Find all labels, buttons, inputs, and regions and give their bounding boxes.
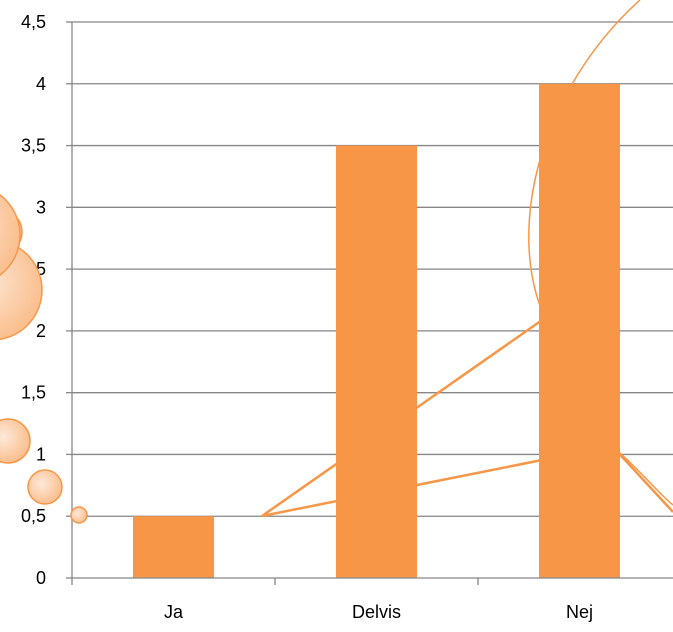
- x-tick-label: Ja: [164, 602, 184, 622]
- bubble-decoration: [0, 194, 21, 276]
- y-tick-label: 0: [36, 568, 46, 588]
- y-tick-label: 3,5: [21, 136, 46, 156]
- x-tick-label: Delvis: [352, 602, 401, 622]
- y-tick-label: 2: [36, 321, 46, 341]
- y-tick-label: 3: [36, 197, 46, 217]
- y-tick-label: 4,5: [21, 12, 46, 32]
- y-tick-label: 4: [36, 74, 46, 94]
- arc-decoration: [611, 445, 673, 506]
- x-tick-labels: Ja Delvis Nej: [164, 602, 593, 622]
- y-tick-label: 1,5: [21, 383, 46, 403]
- y-tick-label: 0,5: [21, 506, 46, 526]
- bar-ja: [133, 516, 214, 578]
- bubble-decoration: [27, 469, 63, 505]
- y-tick-label: 1: [36, 444, 46, 464]
- axes: [66, 21, 673, 585]
- bars: [133, 83, 620, 579]
- decorative-shapes: [0, 0, 673, 524]
- x-tick-label: Nej: [566, 602, 593, 622]
- arc-decoration: [528, 0, 641, 319]
- bar-delvis: [336, 145, 417, 579]
- bar-nej: [539, 83, 620, 579]
- bubble-decoration: [0, 418, 31, 464]
- bubble-decoration: [70, 506, 88, 524]
